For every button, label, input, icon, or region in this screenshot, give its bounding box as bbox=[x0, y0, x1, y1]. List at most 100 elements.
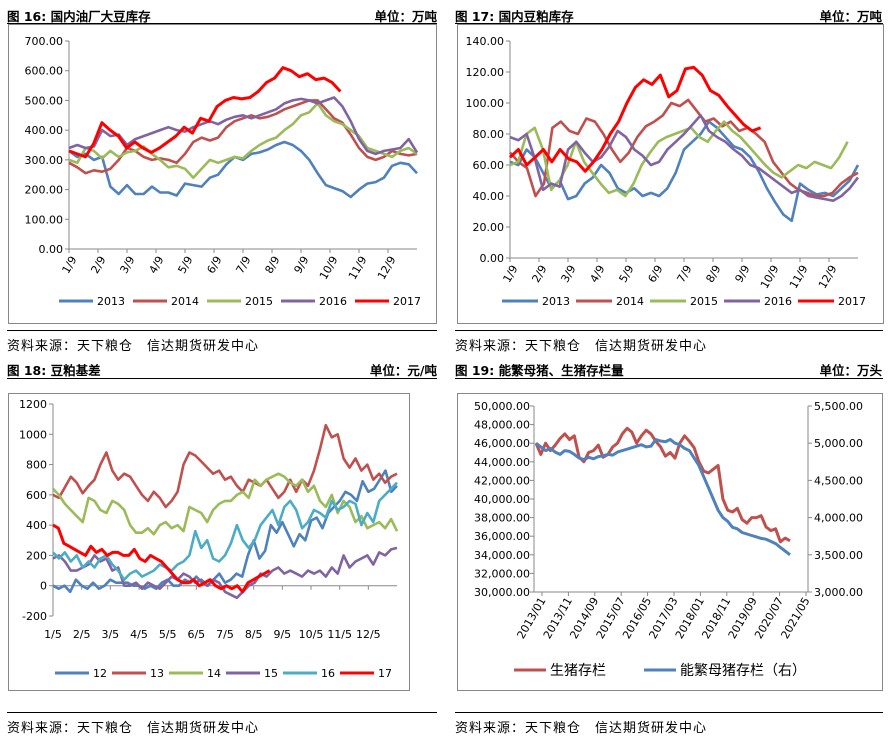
chart17-y-tick-label: 80.00 bbox=[473, 128, 505, 141]
chart17-x-tick-label: 12/9 bbox=[816, 263, 840, 291]
chart19-series-hog bbox=[534, 426, 791, 544]
chart17-y-tick-label: 100.00 bbox=[466, 97, 505, 110]
chart19-y-tick-label-left: 36,000.00 bbox=[474, 530, 530, 543]
chart18-title: 图 18: 豆粕基差 bbox=[7, 363, 101, 378]
chart18-x-tick-label: 5/5 bbox=[159, 628, 177, 641]
chart18-legend-label-12: 12 bbox=[93, 667, 107, 680]
chart16-legend-label-2013: 2013 bbox=[97, 295, 125, 308]
chart18-x-tick-label: 4/5 bbox=[130, 628, 148, 641]
chart18-y-tick-label: 400 bbox=[26, 519, 47, 532]
chart19-top-rule bbox=[455, 378, 883, 379]
chart17-x-tick-label: 5/9 bbox=[616, 263, 636, 285]
chart16-x-tick-label: 1/9 bbox=[59, 254, 79, 276]
chart19-bottom-rule bbox=[455, 712, 883, 713]
chart18-x-tick-label: 2/5 bbox=[73, 628, 91, 641]
chart16-legend-label-2017: 2017 bbox=[393, 295, 421, 308]
chart18-legend-label-15: 15 bbox=[264, 667, 278, 680]
chart19-y-tick-label-left: 38,000.00 bbox=[474, 512, 530, 525]
chart16-x-tick-label: 8/9 bbox=[262, 254, 282, 276]
chart17-series-2013 bbox=[509, 120, 860, 223]
chart18-x-tick-label: 7/5 bbox=[216, 628, 234, 641]
chart16-unit: 单位：万吨 bbox=[374, 9, 437, 24]
chart19-y-tick-label-right: 4,500.00 bbox=[814, 474, 863, 487]
chart18-svg: -200 0 200 400 600 800 1000 1200 1/5 2/5 3/5 4/5 5/5… bbox=[19, 398, 399, 680]
chart17-legend-label-2017: 2017 bbox=[838, 295, 866, 308]
chart18-x-tick-label: 6/5 bbox=[187, 628, 205, 641]
chart18-legend-label-16: 16 bbox=[321, 667, 335, 680]
chart16-y-tick-label: 300.00 bbox=[25, 154, 64, 167]
chart19-legend-label-sow: 能繁母猪存栏（右） bbox=[680, 663, 806, 679]
chart18-source: 资料来源：天下粮仓 信达期货研发中心 bbox=[7, 721, 260, 736]
chart17-x-tick-label: 11/9 bbox=[787, 263, 811, 291]
chart16-y-tick-label: 700.00 bbox=[25, 35, 64, 48]
chart17-top-rule bbox=[455, 23, 883, 24]
chart16-source: 资料来源：天下粮仓 信达期货研发中心 bbox=[7, 339, 260, 354]
chart16-y-tick-label: 400.00 bbox=[25, 124, 64, 137]
chart18-y-tick-label: -200 bbox=[22, 610, 47, 623]
chart18-bottom-rule bbox=[7, 712, 437, 713]
chart17-legend-label-2016: 2016 bbox=[764, 295, 792, 308]
chart19-title: 图 19: 能繁母猪、生猪存栏量 bbox=[455, 363, 624, 378]
chart16-x-tick-label: 11/9 bbox=[346, 254, 370, 282]
chart17-unit: 单位：万吨 bbox=[819, 9, 882, 24]
chart17-x-tick-label: 8/9 bbox=[703, 263, 723, 285]
chart19-svg: 30,000.00 32,000.00 34,000.00 36,000.00 38,0… bbox=[474, 400, 863, 679]
chart18-y-tick-label: 1000 bbox=[19, 428, 47, 441]
chart16-legend-label-2016: 2016 bbox=[319, 295, 347, 308]
chart16-svg: 0.00 100.00 200.00 300.00 400.00 500.00 600.00… bbox=[25, 35, 422, 308]
chart17-source: 资料来源：天下粮仓 信达期货研发中心 bbox=[455, 339, 708, 354]
chart17-x-tick-label: 9/9 bbox=[732, 263, 752, 285]
chart18-series-16 bbox=[52, 481, 398, 581]
chart18-y-tick-label: 0 bbox=[40, 580, 47, 593]
chart16-y-tick-label: 100.00 bbox=[25, 213, 64, 226]
chart19-y-tick-label-right: 5,000.00 bbox=[814, 437, 863, 450]
chart16-legend-label-2014: 2014 bbox=[171, 295, 199, 308]
chart16-y-tick-label: 600.00 bbox=[25, 65, 64, 78]
chart19-series-sow bbox=[535, 438, 791, 556]
chart19-y-tick-label-right: 5,500.00 bbox=[814, 400, 863, 413]
chart17-x-tick-label: 3/9 bbox=[558, 263, 578, 285]
chart17-legend-label-2013: 2013 bbox=[542, 295, 570, 308]
chart19-frame: 30,000.00 32,000.00 34,000.00 36,000.00 38,0… bbox=[457, 393, 883, 691]
chart18-legend-label-13: 13 bbox=[150, 667, 164, 680]
chart19-y-tick-label-left: 48,000.00 bbox=[474, 419, 530, 432]
chart19-unit: 单位：万头 bbox=[819, 363, 882, 378]
chart17-x-tick-label: 7/9 bbox=[674, 263, 694, 285]
chart17-y-tick-label: 0.00 bbox=[480, 252, 505, 265]
chart18-x-tick-label: 9/5 bbox=[273, 628, 291, 641]
chart19-y-tick-label-right: 3,500.00 bbox=[814, 549, 863, 562]
chart16-title: 图 16: 国内油厂大豆库存 bbox=[7, 9, 151, 24]
chart17-x-tick-label: 4/9 bbox=[587, 263, 607, 285]
chart17-legend-label-2014: 2014 bbox=[616, 295, 644, 308]
chart19-y-tick-label-left: 30,000.00 bbox=[474, 586, 530, 599]
chart16-top-rule bbox=[7, 23, 437, 24]
chart17-y-tick-label: 40.00 bbox=[473, 190, 505, 203]
chart18-series-12 bbox=[52, 469, 398, 594]
chart18-legend-label-17: 17 bbox=[378, 667, 392, 680]
chart18-legend-label-14: 14 bbox=[207, 667, 221, 680]
chart18-y-tick-label: 800 bbox=[26, 459, 47, 472]
chart19-y-tick-label-left: 50,000.00 bbox=[474, 400, 530, 413]
chart19-y-tick-label-left: 44,000.00 bbox=[474, 456, 530, 469]
chart17-frame: 0.00 20.00 40.00 60.00 80.00 100.00 120.00 140.… bbox=[457, 24, 884, 324]
chart18-x-tick-label: 3/5 bbox=[101, 628, 119, 641]
chart16-x-tick-label: 6/9 bbox=[204, 254, 224, 276]
chart17-y-tick-label: 60.00 bbox=[473, 159, 505, 172]
chart18-x-tick-label: 10/5 bbox=[299, 628, 324, 641]
chart17-x-tick-label: 10/9 bbox=[758, 263, 782, 291]
chart19-y-tick-label-left: 42,000.00 bbox=[474, 474, 530, 487]
chart19-legend-label-hog: 生猪存栏 bbox=[550, 663, 606, 679]
chart18-x-tick-label: 8/5 bbox=[245, 628, 263, 641]
chart16-x-tick-label: 7/9 bbox=[233, 254, 253, 276]
chart18-y-tick-label: 1200 bbox=[19, 398, 47, 411]
chart19-y-tick-label-right: 4,000.00 bbox=[814, 512, 863, 525]
chart18-x-tick-label: 12/5 bbox=[356, 628, 381, 641]
chart17-series-2016 bbox=[509, 114, 860, 202]
chart18-frame: -200 0 200 400 600 800 1000 1200 1/5 2/5 3/5 4/5 5/5… bbox=[8, 393, 410, 691]
chart16-x-tick-label: 10/9 bbox=[317, 254, 341, 282]
chart16-y-tick-label: 0.00 bbox=[39, 243, 64, 256]
chart16-y-tick-label: 500.00 bbox=[25, 94, 64, 107]
chart16-frame: 0.00 100.00 200.00 300.00 400.00 500.00 600.00… bbox=[8, 24, 437, 324]
chart17-x-tick-label: 2/9 bbox=[529, 263, 549, 285]
chart16-series-2013 bbox=[68, 140, 418, 199]
